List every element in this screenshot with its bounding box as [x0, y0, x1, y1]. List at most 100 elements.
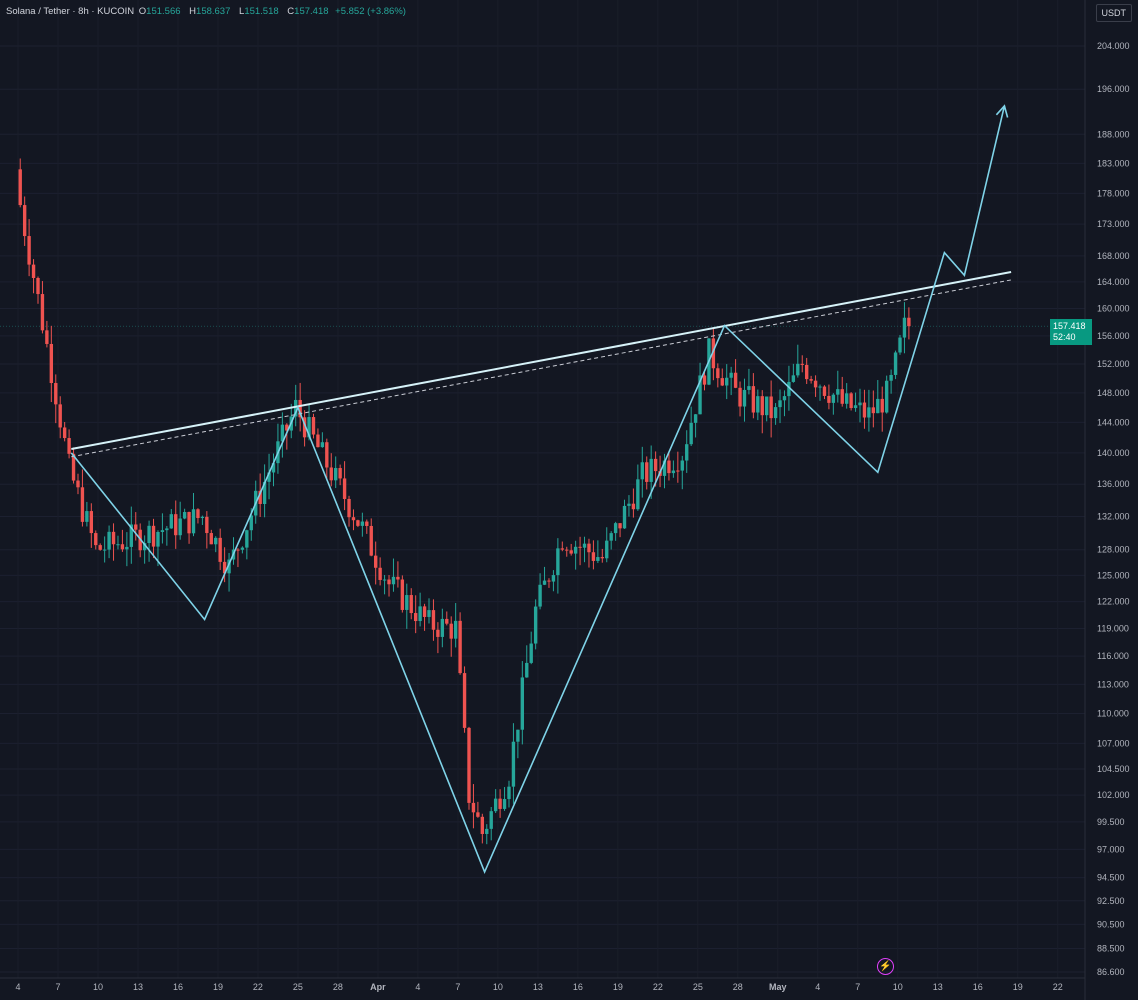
y-tick-label: 113.000: [1097, 679, 1129, 689]
candle-body: [902, 317, 907, 338]
candle-body: [182, 512, 187, 519]
candle-body: [822, 386, 827, 396]
candle-body: [867, 407, 871, 418]
y-tick-label: 107.000: [1097, 738, 1130, 748]
open-label: O: [138, 6, 147, 17]
x-tick-label: 19: [1013, 982, 1023, 992]
y-tick-label: 99.500: [1097, 817, 1125, 827]
symbol-title[interactable]: Solana / Tether · 8h · KUCOIN: [6, 6, 135, 17]
candle-body: [622, 505, 627, 529]
candle-body: [400, 579, 405, 610]
x-tick-label: 25: [293, 982, 303, 992]
candle-body: [31, 264, 36, 278]
x-tick-label: 7: [55, 982, 60, 992]
x-tick-label: 10: [493, 982, 503, 992]
y-tick-label: 110.000: [1097, 709, 1129, 719]
candle-body: [693, 414, 698, 423]
candle-body: [773, 407, 778, 419]
candle-body: [756, 396, 760, 413]
candle-body: [142, 543, 147, 551]
candle-body: [676, 470, 680, 472]
candle-body: [871, 407, 876, 414]
candle-body: [45, 330, 49, 344]
candle-body: [320, 442, 325, 448]
candle-body: [596, 557, 600, 561]
candle-body: [218, 537, 222, 562]
candle-body: [156, 531, 160, 547]
candle-body: [18, 169, 22, 206]
x-tick-label: 13: [533, 982, 543, 992]
candle-body: [462, 673, 467, 728]
x-tick-label: 16: [573, 982, 583, 992]
candle-body: [667, 460, 671, 474]
candle-body: [480, 816, 485, 834]
candle-body: [134, 524, 138, 530]
candle-body: [827, 395, 831, 403]
candle-body: [391, 576, 396, 585]
x-tick-label: 22: [253, 982, 263, 992]
candle-body: [733, 372, 738, 388]
x-tick-label: 4: [815, 982, 820, 992]
currency-badge[interactable]: USDT: [1095, 4, 1132, 22]
candle-body: [356, 520, 360, 526]
candle-body: [698, 375, 702, 415]
candle-body: [418, 606, 422, 622]
candle-body: [116, 544, 120, 546]
candle-body: [618, 523, 622, 529]
candle-body: [369, 525, 373, 556]
candle-body: [573, 546, 578, 554]
candle-body: [365, 521, 369, 526]
neckline-dashed: [71, 279, 1012, 458]
candle-body: [627, 503, 631, 506]
candle-body: [876, 398, 880, 414]
close-label: C: [287, 6, 295, 17]
candle-body: [236, 549, 240, 551]
drawings: [70, 104, 1012, 874]
y-tick-label: 122.000: [1097, 597, 1130, 607]
y-tick-label: 92.500: [1097, 896, 1125, 906]
candle-body: [409, 595, 413, 614]
candle-body: [129, 524, 133, 547]
candle-body: [27, 236, 31, 265]
candle-body: [67, 438, 71, 454]
y-tick-label: 88.500: [1097, 944, 1125, 954]
candle-body: [636, 479, 640, 510]
candle-body: [160, 530, 165, 532]
candle-body: [778, 400, 782, 408]
candle-body: [898, 337, 902, 353]
candle-body: [209, 533, 213, 545]
candle-body: [533, 606, 538, 644]
candle-body: [498, 798, 502, 809]
candle-body: [600, 557, 604, 559]
y-tick-label: 160.000: [1097, 304, 1130, 314]
y-tick-label: 116.000: [1097, 651, 1129, 661]
y-tick-label: 196.000: [1097, 84, 1130, 94]
candle-body: [178, 518, 182, 536]
candle-body: [107, 531, 111, 550]
candle-body: [396, 576, 400, 580]
x-tick-label: 19: [613, 982, 623, 992]
candle-body: [102, 549, 107, 551]
candle-body: [485, 828, 489, 834]
candle-body: [76, 480, 80, 488]
candle-body: [769, 396, 773, 419]
candle-body: [653, 458, 658, 472]
last-price-label: 157.418 52:40: [1050, 319, 1092, 346]
candle-body: [298, 399, 302, 418]
candle-body: [765, 396, 769, 416]
candle-body: [422, 606, 427, 617]
candle-body: [174, 514, 178, 536]
candle-body: [258, 490, 262, 504]
high-label: H: [189, 6, 197, 17]
y-tick-label: 86.600: [1097, 967, 1125, 977]
candle-body: [516, 729, 520, 742]
lightning-icon[interactable]: ⚡: [877, 958, 894, 975]
candle-body: [387, 579, 391, 585]
candle-body: [836, 389, 840, 395]
candle-body: [54, 383, 58, 405]
y-tick-label: 94.500: [1097, 873, 1125, 883]
candle-body: [49, 343, 54, 384]
candle-body: [222, 561, 227, 574]
